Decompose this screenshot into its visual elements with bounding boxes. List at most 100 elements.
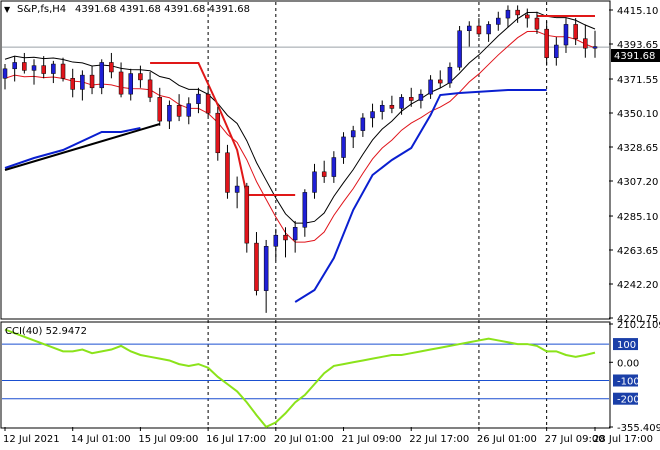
candle-body [331, 157, 337, 177]
candle-body [341, 136, 346, 158]
candle-body [167, 104, 172, 122]
candle-body [157, 97, 163, 122]
candlesticks [2, 5, 598, 313]
candle-body [118, 71, 124, 95]
candle-body [408, 97, 414, 101]
candle-body [89, 74, 95, 89]
y-tick-label: 4307.20 [617, 177, 658, 188]
candle-body [583, 38, 588, 49]
candle-body [80, 74, 85, 90]
candle-body [176, 104, 182, 117]
candle-body [360, 117, 366, 131]
x-tick-label: 21 Jul 09:00 [342, 434, 402, 445]
y-tick-label: 4350.10 [617, 109, 658, 120]
sar-bull-line-1 [4, 127, 141, 169]
candle-body [22, 62, 27, 71]
x-tick-label: 28 Jul 17:00 [593, 434, 653, 445]
candle-body [525, 14, 530, 19]
y-tick-label: 4285.10 [617, 212, 658, 223]
candle-body [70, 78, 75, 90]
cci-tick-label: 0.00 [617, 358, 639, 369]
x-axis: 12 Jul 2021 14 Jul 01:00 15 Jul 09:00 16 Ju… [3, 427, 653, 445]
candle-body [467, 25, 472, 32]
y-tick-label: 4263.65 [617, 246, 658, 257]
candle-body [147, 79, 153, 98]
main-panel-frame [0, 0, 611, 320]
candle-body [312, 171, 317, 193]
candle-body [2, 68, 8, 79]
candle-body [186, 103, 192, 117]
cci-grid [2, 343, 609, 400]
candle-body [544, 28, 549, 58]
cci-level-badge [613, 392, 638, 405]
cci-level-badge [613, 374, 638, 387]
ohlc-values: 4391.68 4391.68 4391.68 4391.68 [75, 4, 250, 15]
cci-tick-label: 210.2109 [617, 320, 660, 331]
candle-body [302, 192, 308, 228]
y-tick-label: 4371.55 [617, 75, 658, 86]
symbol-label: S&P,fs,H4 [17, 4, 66, 15]
candle-body [418, 93, 424, 101]
ma-fast-line [4, 11, 596, 224]
dropdown-arrow-icon[interactable]: ▼ [4, 5, 11, 14]
cci-label: CCI(40) 52.9472 [5, 326, 87, 337]
cci-tick-label: -355.409 [617, 423, 660, 434]
sar-bear-line-1 [150, 62, 296, 196]
main-grid [2, 2, 609, 427]
candle-body [109, 62, 114, 73]
candle-body [573, 24, 578, 39]
candle-body [496, 17, 501, 25]
current-price-text: 4391.68 [614, 51, 655, 62]
x-tick-label: 22 Jul 17:00 [409, 434, 469, 445]
sar-bull-line-2 [294, 89, 547, 303]
candle-body [263, 246, 269, 291]
y-axis-cci: 210.2109 100 0.00 -100 -200 -355.409 [609, 320, 660, 434]
trend-line [4, 123, 161, 171]
candle-body [457, 30, 462, 68]
x-tick-label: 26 Jul 01:00 [477, 434, 537, 445]
candle-body [31, 65, 37, 71]
candle-body [534, 17, 540, 30]
cci-line [4, 328, 596, 429]
candle-body [476, 25, 482, 35]
candle-body [515, 9, 520, 16]
y-tick-label: 4393.65 [617, 40, 658, 51]
sar-indicator [4, 15, 595, 303]
x-tick-label: 27 Jul 09:00 [545, 434, 605, 445]
candle-body [138, 73, 143, 81]
candle-body [505, 9, 511, 19]
candle-body [592, 46, 598, 49]
candle-body [399, 97, 404, 109]
x-tick-label: 20 Jul 01:00 [274, 434, 334, 445]
candle-body [273, 234, 279, 247]
cci-level-badge [613, 338, 638, 351]
candle-body [428, 79, 433, 95]
candle-body [554, 44, 559, 58]
x-tick-label: 16 Jul 17:00 [206, 434, 266, 445]
y-tick-label: 4328.65 [617, 143, 658, 154]
y-axis-main: 4415.10 4393.65 4371.55 4350.10 4328.65 4307.… [609, 6, 658, 325]
candle-body [225, 152, 230, 193]
candle-body [205, 93, 211, 114]
candle-body [196, 93, 201, 104]
candle-body [60, 63, 66, 79]
candle-body [12, 62, 17, 70]
y-tick-label: 4242.20 [617, 280, 658, 291]
cci-tick-label: -100 [617, 376, 640, 387]
candle-body [234, 185, 240, 193]
candle-body [447, 66, 453, 84]
candle-body [128, 73, 133, 95]
candle-body [254, 242, 259, 291]
x-tick-label: 15 Jul 09:00 [138, 434, 198, 445]
cci-tick-label: 100 [617, 340, 636, 351]
current-price-badge [611, 49, 660, 62]
candle-body [370, 111, 375, 119]
candle-body [321, 171, 327, 177]
y-tick-label: 4220.75 [617, 314, 658, 325]
candle-body [41, 65, 46, 74]
candle-body [283, 234, 288, 241]
candle-body [99, 62, 104, 89]
candle-body [244, 185, 250, 244]
